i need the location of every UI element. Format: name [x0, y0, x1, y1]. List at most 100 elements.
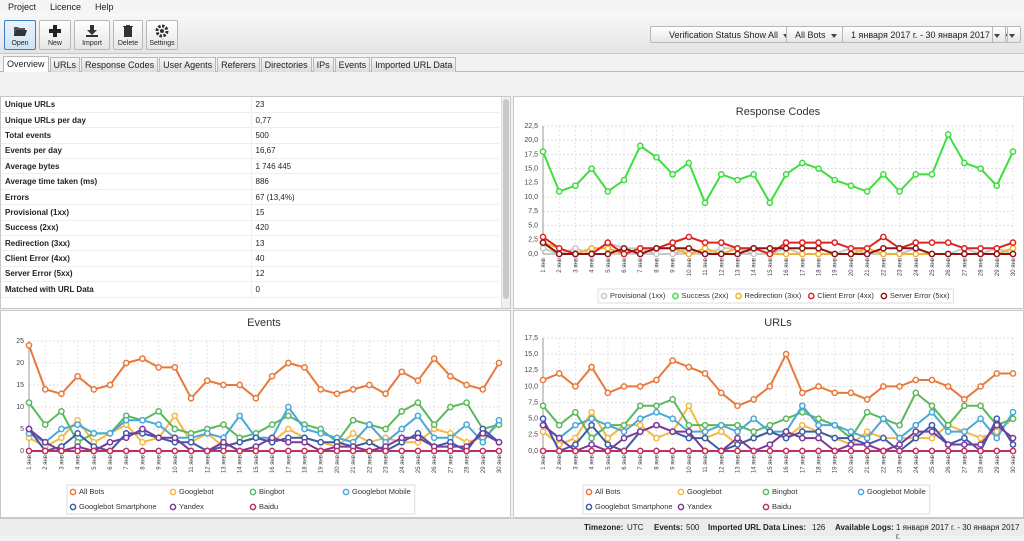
data-point	[879, 233, 887, 241]
data-point	[317, 438, 325, 446]
data-point	[912, 421, 920, 429]
data-point	[604, 244, 612, 252]
scrollbar[interactable]	[501, 97, 510, 308]
data-point	[766, 244, 774, 252]
series-line	[28, 345, 500, 400]
tab[interactable]: Referers	[217, 57, 260, 72]
status-value: UTC	[627, 523, 644, 532]
stats-row: Average bytes 1 746 445	[1, 158, 499, 175]
data-point	[734, 250, 741, 258]
data-point	[636, 402, 644, 410]
tab[interactable]: URLs	[49, 57, 81, 72]
x-tick-label: 27 янв	[962, 258, 968, 276]
chart-title: Response Codes	[736, 106, 821, 118]
data-point	[414, 377, 422, 384]
x-tick-label: 3 янв	[573, 455, 579, 470]
data-point	[604, 441, 612, 448]
status-value: 500	[686, 523, 700, 532]
tab[interactable]: IPs	[312, 57, 334, 72]
x-tick-label: 26 янв	[946, 455, 952, 473]
data-point	[555, 188, 563, 195]
tab[interactable]: Overview	[3, 56, 49, 72]
data-point	[555, 250, 563, 258]
stat-label: Average time taken (ms)	[1, 173, 252, 190]
data-point	[961, 428, 968, 435]
data-point	[139, 425, 146, 433]
x-tick-label: 16 янв	[270, 455, 276, 473]
tab[interactable]: Events	[334, 57, 371, 72]
data-point	[782, 434, 790, 442]
menu-item[interactable]: Licence	[50, 2, 82, 12]
data-point	[58, 390, 65, 398]
data-point	[365, 447, 373, 455]
verification-dropdown[interactable]: Verification Status Show All	[650, 26, 796, 43]
stats-row: Matched with URL Data 0	[1, 281, 499, 298]
data-point	[831, 239, 839, 246]
x-tick-label: 24 янв	[914, 258, 920, 276]
data-point	[831, 389, 839, 397]
tab[interactable]: Imported URL Data	[371, 57, 457, 72]
bots-dropdown[interactable]: All Bots	[786, 26, 843, 43]
data-point	[555, 370, 563, 377]
stats-row: Redirection (3xx) 13	[1, 235, 499, 252]
data-point	[414, 412, 422, 420]
prev-button[interactable]	[992, 26, 1006, 43]
data-point	[734, 434, 741, 442]
legend-label: Googlebot Mobile	[352, 487, 411, 496]
menu-item[interactable]: Help	[95, 2, 114, 12]
data-point	[171, 364, 179, 371]
y-tick-label: 20	[16, 360, 24, 367]
data-point	[41, 421, 49, 428]
x-tick-label: 25 янв	[930, 258, 936, 276]
data-point	[588, 434, 595, 442]
tab[interactable]: Response Codes	[81, 57, 159, 72]
data-point	[750, 428, 758, 435]
data-point	[863, 395, 871, 403]
data-point	[944, 250, 952, 258]
data-point	[539, 148, 547, 155]
delete-button[interactable]: Delete	[113, 20, 143, 50]
button-label: Delete	[117, 40, 139, 47]
stats-row: Provisional (1xx) 15	[1, 204, 499, 221]
settings-button[interactable]: Settings	[146, 20, 178, 50]
menu-item[interactable]: Project	[8, 2, 37, 12]
data-point	[798, 159, 806, 167]
x-tick-label: 27 янв	[962, 455, 968, 473]
x-tick-label: 24 янв	[400, 455, 406, 473]
next-button[interactable]	[1007, 26, 1021, 43]
data-point	[252, 447, 260, 455]
y-tick-label: 7,5	[528, 399, 538, 406]
data-point	[74, 430, 81, 437]
tab[interactable]: User Agents	[159, 57, 217, 72]
y-tick-label: 17,5	[524, 151, 538, 158]
open-button[interactable]: Open	[4, 20, 36, 50]
data-point	[572, 182, 579, 190]
y-tick-label: 7,5	[528, 208, 538, 215]
data-point	[572, 383, 579, 390]
stat-value: 23	[251, 97, 499, 113]
response-codes-chart: Response Codes 0,0 2,5 5,0 7,5 10,0 12,5 15,0 17…	[513, 96, 1024, 309]
data-point	[798, 434, 806, 442]
stat-label: Provisional (1xx)	[1, 204, 252, 221]
data-point	[928, 408, 936, 416]
legend-label: Googlebot Mobile	[867, 487, 926, 496]
y-tick-label: 12,5	[524, 367, 538, 374]
data-point	[879, 447, 887, 455]
new-button[interactable]: New	[39, 20, 71, 50]
import-button[interactable]: Import	[74, 20, 110, 50]
data-point	[155, 408, 163, 415]
data-point	[268, 372, 276, 380]
legend-marker	[857, 488, 865, 496]
data-point	[734, 441, 741, 448]
x-tick-label: 8 янв	[654, 455, 660, 470]
x-tick-label: 10 янв	[687, 455, 693, 473]
stat-value: 13	[251, 235, 499, 252]
date-range-dropdown[interactable]: 1 января 2017 г. - 30 января 2017 г.	[842, 26, 1015, 43]
legend-marker	[169, 503, 177, 511]
stat-value: 886	[251, 173, 499, 190]
data-point	[414, 399, 422, 406]
data-point	[463, 381, 470, 389]
tab[interactable]: Directories	[260, 57, 312, 72]
data-point	[1009, 239, 1017, 246]
data-point	[572, 250, 579, 258]
